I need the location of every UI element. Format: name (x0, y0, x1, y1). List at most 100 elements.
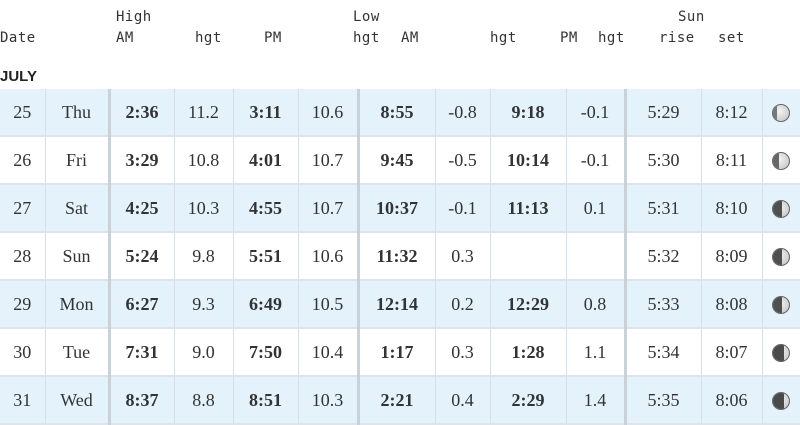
sunset-time: 8:07 (701, 328, 763, 377)
high-pm-time: 7:50 (233, 328, 299, 377)
last-quarter-moon-icon (772, 248, 791, 267)
waning-crescent-icon (772, 344, 791, 363)
high-pm-height: 10.6 (298, 89, 360, 137)
day-cell: Wed (45, 376, 111, 425)
sunrise-time: 5:35 (625, 376, 702, 425)
header-high-am: AM (116, 30, 134, 46)
sunrise-time: 5:30 (625, 136, 702, 185)
high-am-time: 2:36 (109, 89, 175, 137)
low-am-time: 10:37 (358, 184, 436, 233)
moon-phase-cell (762, 184, 800, 233)
header-sunset: set (718, 30, 745, 46)
low-pm-time: 2:29 (490, 376, 567, 425)
day-cell: Sat (45, 184, 111, 233)
moon-phase-cell (762, 280, 800, 329)
low-am-time: 2:21 (358, 376, 436, 425)
header-low-pm-hgt: hgt (598, 30, 625, 46)
low-am-height: 0.3 (435, 232, 491, 281)
low-am-time: 11:32 (358, 232, 436, 281)
header-high-am-hgt: hgt (195, 30, 222, 46)
high-pm-height: 10.5 (298, 280, 360, 329)
header-high-pm-hgt: hgt (353, 30, 380, 46)
sunrise-time: 5:34 (625, 328, 702, 377)
high-am-height: 9.8 (174, 232, 234, 281)
high-pm-time: 4:01 (233, 136, 299, 185)
day-cell: Mon (45, 280, 111, 329)
low-am-time: 9:45 (358, 136, 436, 185)
header-low-pm: PM (560, 30, 578, 46)
date-cell: 26 (0, 136, 46, 185)
sunset-time: 8:08 (701, 280, 763, 329)
high-pm-time: 4:55 (233, 184, 299, 233)
sunset-time: 8:09 (701, 232, 763, 281)
low-pm-time: 1:28 (490, 328, 567, 377)
high-am-height: 10.8 (174, 136, 234, 185)
low-am-time: 12:14 (358, 280, 436, 329)
date-cell: 30 (0, 328, 46, 377)
low-pm-time: 12:29 (490, 280, 567, 329)
sunrise-time: 5:32 (625, 232, 702, 281)
moon-phase-cell (762, 328, 800, 377)
low-am-time: 1:17 (358, 328, 436, 377)
high-pm-height: 10.7 (298, 184, 360, 233)
table-row: 29 Mon 6:27 9.3 6:49 10.5 12:14 0.2 12:29 0.8 5:33… (0, 280, 800, 329)
sunset-time: 8:12 (701, 89, 763, 137)
date-cell: 25 (0, 89, 46, 137)
moon-phase-cell (762, 136, 800, 185)
sunset-time: 8:06 (701, 376, 763, 425)
table-row: 31 Wed 8:37 8.8 8:51 10.3 2:21 0.4 2:29 1.4 5:35 8:… (0, 376, 800, 425)
high-pm-height: 10.6 (298, 232, 360, 281)
table-row: 25 Thu 2:36 11.2 3:11 10.6 8:55 -0.8 9:18 -0.1 5:2… (0, 89, 800, 137)
table-row: 30 Tue 7:31 9.0 7:50 10.4 1:17 0.3 1:28 1.1 5:34 8:… (0, 328, 800, 377)
high-am-height: 10.3 (174, 184, 234, 233)
high-pm-time: 3:11 (233, 89, 299, 137)
high-pm-height: 10.7 (298, 136, 360, 185)
last-quarter-moon-icon (772, 296, 791, 315)
day-cell: Tue (45, 328, 111, 377)
header-low-am-hgt: hgt (490, 30, 517, 46)
day-cell: Sun (45, 232, 111, 281)
last-quarter-moon-icon (772, 200, 791, 219)
high-am-time: 8:37 (109, 376, 175, 425)
high-pm-time: 5:51 (233, 232, 299, 281)
moon-phase-cell (762, 232, 800, 281)
day-cell: Thu (45, 89, 111, 137)
table-row: 28 Sun 5:24 9.8 5:51 10.6 11:32 0.3 5:32 8:09 (0, 232, 800, 281)
low-pm-height: 1.1 (566, 328, 627, 377)
low-pm-time: 10:14 (490, 136, 567, 185)
low-pm-height: 0.8 (566, 280, 627, 329)
low-am-height: 0.4 (435, 376, 491, 425)
header-high: High (116, 9, 152, 25)
tide-table: 25 Thu 2:36 11.2 3:11 10.6 8:55 -0.8 9:18 -0.1 5:2… (0, 89, 800, 425)
high-am-time: 5:24 (109, 232, 175, 281)
table-row: 27 Sat 4:25 10.3 4:55 10.7 10:37 -0.1 11:13 0.1 5:… (0, 184, 800, 233)
high-pm-height: 10.3 (298, 376, 360, 425)
low-pm-height: 0.1 (566, 184, 627, 233)
date-cell: 31 (0, 376, 46, 425)
high-am-time: 7:31 (109, 328, 175, 377)
moon-phase-cell (762, 376, 800, 425)
waning-gibbous-icon (772, 104, 791, 123)
sunrise-time: 5:33 (625, 280, 702, 329)
sunset-time: 8:10 (701, 184, 763, 233)
header-sun: Sun (678, 9, 705, 25)
low-pm-height: 1.4 (566, 376, 627, 425)
low-am-height: -0.1 (435, 184, 491, 233)
waning-crescent-icon (772, 392, 791, 411)
moon-phase-cell (762, 89, 800, 137)
high-pm-time: 8:51 (233, 376, 299, 425)
high-pm-time: 6:49 (233, 280, 299, 329)
high-am-height: 11.2 (174, 89, 234, 137)
header-sunrise: rise (659, 30, 695, 46)
header-low: Low (353, 9, 380, 25)
sunrise-time: 5:29 (625, 89, 702, 137)
header-date: Date (0, 30, 36, 46)
high-pm-height: 10.4 (298, 328, 360, 377)
low-am-time: 8:55 (358, 89, 436, 137)
table-row: 26 Fri 3:29 10.8 4:01 10.7 9:45 -0.5 10:14 -0.1 5:… (0, 136, 800, 185)
low-am-height: -0.8 (435, 89, 491, 137)
waning-gibbous-icon (772, 152, 791, 171)
date-cell: 27 (0, 184, 46, 233)
header-low-am: AM (401, 30, 419, 46)
date-cell: 29 (0, 280, 46, 329)
